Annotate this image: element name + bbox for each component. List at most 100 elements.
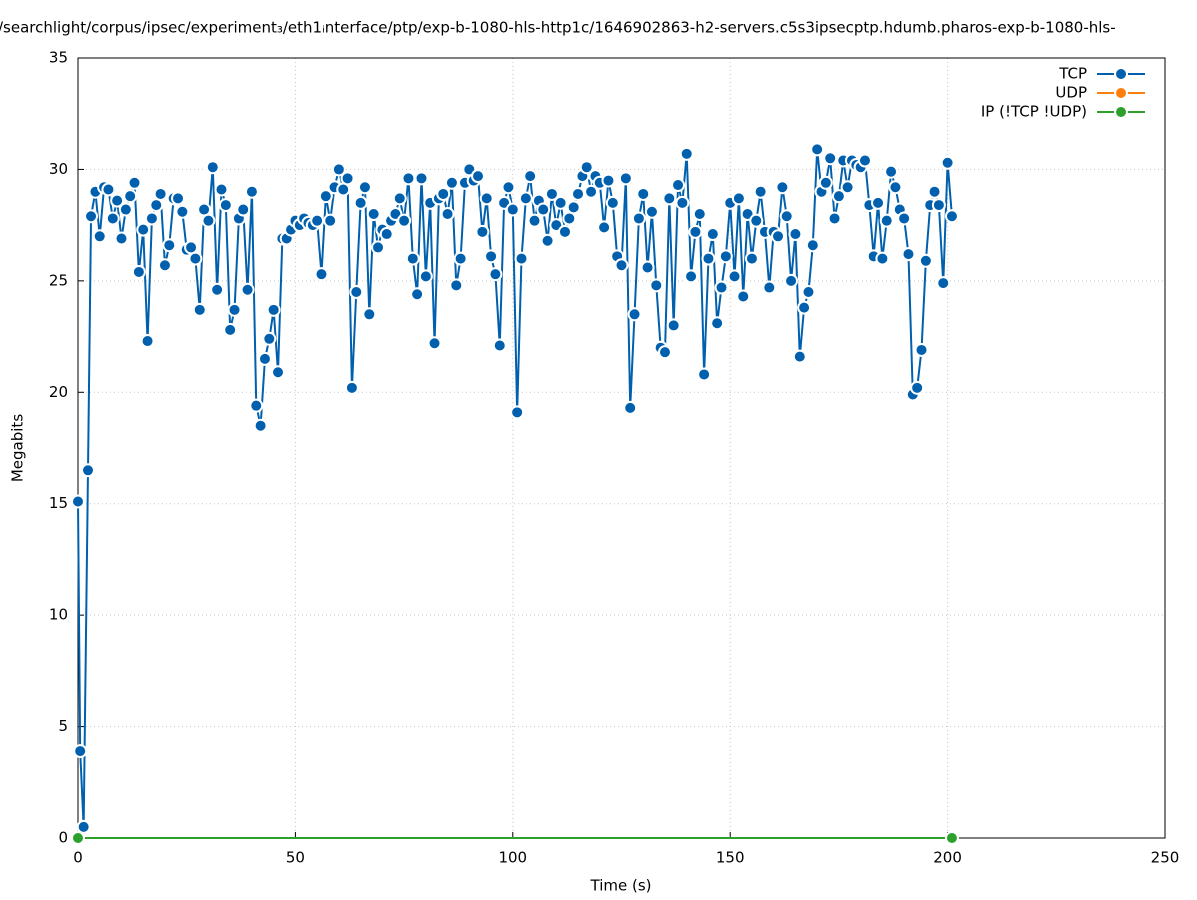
data-point — [310, 213, 325, 228]
data-point — [227, 302, 242, 317]
data-point — [718, 249, 733, 264]
data-point — [488, 267, 503, 282]
data-point — [901, 247, 916, 262]
data-point — [888, 180, 903, 195]
x-tick-label: 150 — [716, 849, 745, 867]
data-point — [753, 184, 768, 199]
data-point — [418, 269, 433, 284]
data-point — [362, 307, 377, 322]
data-point — [944, 209, 959, 224]
data-point — [601, 173, 616, 188]
data-point — [910, 380, 925, 395]
data-point — [392, 191, 407, 206]
data-point — [623, 400, 638, 415]
data-point — [127, 175, 142, 190]
data-point — [597, 220, 612, 235]
y-tick-label: 10 — [49, 606, 68, 624]
data-point — [73, 744, 88, 759]
x-tick-label: 250 — [1151, 849, 1180, 867]
data-point — [640, 260, 655, 275]
data-point — [618, 171, 633, 186]
data-point — [331, 162, 346, 177]
data-point — [605, 195, 620, 210]
y-tick-label: 15 — [49, 494, 68, 512]
data-point — [536, 202, 551, 217]
data-point — [349, 285, 364, 299]
data-point — [323, 213, 338, 228]
data-point — [414, 171, 429, 186]
data-point — [205, 160, 220, 175]
data-point — [875, 251, 890, 266]
data-point — [788, 227, 803, 242]
data-point — [736, 289, 751, 304]
data-point — [84, 209, 99, 224]
data-point — [714, 280, 729, 295]
series-line — [77, 149, 953, 827]
data-point — [879, 213, 894, 228]
data-point — [644, 204, 659, 219]
data-point — [436, 186, 451, 201]
data-point — [505, 202, 520, 217]
data-point — [727, 269, 742, 284]
data-point — [405, 251, 420, 266]
data-point — [492, 338, 507, 353]
data-point — [749, 213, 764, 228]
data-point — [697, 367, 712, 382]
x-tick-label: 50 — [286, 849, 305, 867]
data-point — [175, 204, 190, 219]
data-point — [801, 285, 816, 299]
data-point — [671, 178, 686, 193]
data-point — [523, 169, 538, 184]
data-point — [518, 191, 533, 206]
data-point — [344, 380, 359, 395]
data-point — [214, 182, 229, 197]
data-point — [553, 195, 568, 210]
legend-marker — [1114, 105, 1128, 119]
data-point — [471, 169, 486, 184]
data-point — [527, 213, 542, 228]
data-point — [831, 189, 846, 204]
data-point — [410, 287, 425, 302]
data-point — [357, 180, 372, 195]
data-point — [110, 193, 125, 208]
data-point — [453, 251, 468, 266]
legend-label: IP (!TCP !UDP) — [981, 103, 1087, 121]
legend-marker — [1114, 67, 1128, 81]
data-point — [314, 267, 329, 282]
data-point — [857, 153, 872, 168]
data-point — [253, 418, 268, 433]
data-point — [940, 155, 955, 170]
data-point — [210, 282, 225, 297]
data-point — [76, 819, 91, 834]
data-point — [81, 463, 96, 478]
y-tick-label: 20 — [49, 383, 68, 401]
data-point — [636, 186, 651, 201]
data-point — [818, 175, 833, 190]
data-point — [427, 336, 442, 351]
data-point — [944, 831, 959, 845]
data-point — [114, 231, 129, 246]
data-point — [162, 238, 177, 253]
data-point — [884, 164, 899, 179]
data-point — [679, 146, 694, 161]
y-tick-label: 35 — [49, 49, 68, 67]
data-point — [475, 224, 490, 239]
data-point — [444, 175, 459, 190]
data-point — [71, 831, 85, 845]
data-point — [157, 258, 172, 273]
data-point — [579, 160, 594, 175]
data-point — [810, 142, 825, 157]
data-point — [688, 224, 703, 239]
data-point — [340, 171, 355, 186]
data-point — [775, 180, 790, 195]
data-point — [371, 240, 386, 255]
data-point — [501, 180, 516, 195]
x-tick-label: 200 — [933, 849, 962, 867]
data-point — [710, 316, 725, 331]
chart-title: /searchlight/corpus/ipsec/experiment₃/et… — [0, 19, 1116, 37]
data-point — [140, 334, 155, 349]
x-axis-label: Time (s) — [590, 877, 652, 895]
data-point — [566, 200, 581, 215]
data-point — [353, 195, 368, 210]
